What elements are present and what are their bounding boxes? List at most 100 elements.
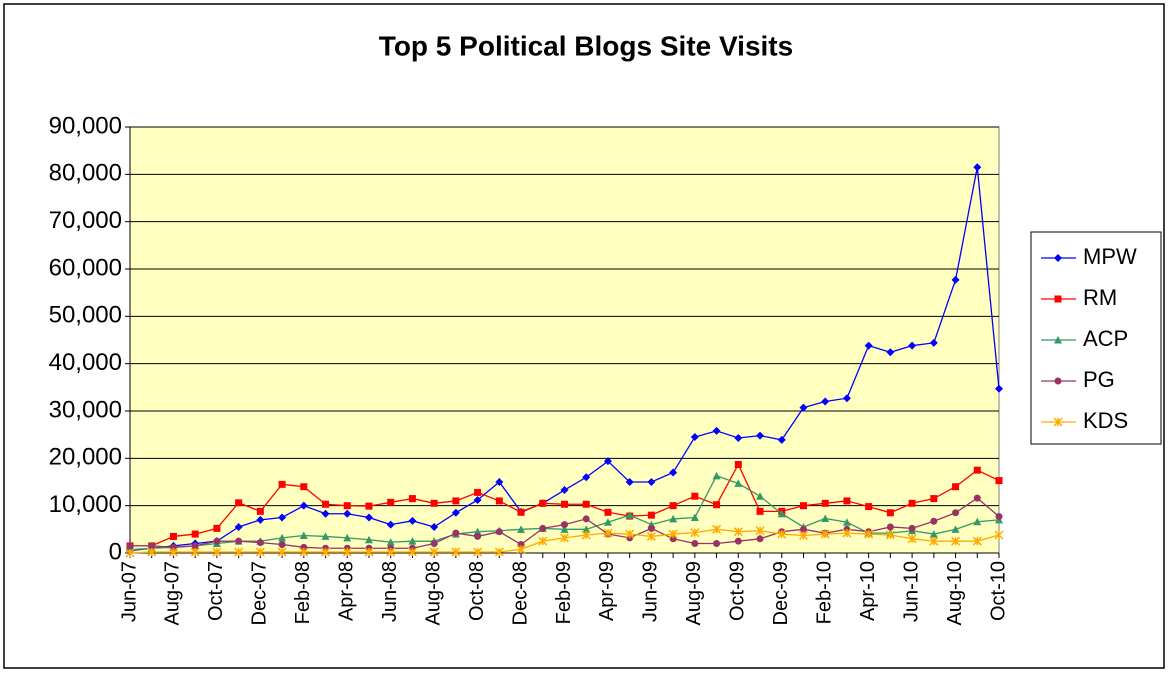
y-tick-label: 0 bbox=[109, 538, 122, 565]
point bbox=[713, 501, 721, 509]
point bbox=[973, 163, 982, 172]
point bbox=[799, 525, 807, 533]
point bbox=[647, 478, 656, 486]
point bbox=[734, 479, 743, 487]
point bbox=[603, 528, 613, 538]
point bbox=[539, 524, 547, 532]
point bbox=[343, 502, 351, 510]
point bbox=[973, 494, 981, 502]
point bbox=[713, 540, 721, 548]
point bbox=[907, 534, 917, 544]
point bbox=[300, 543, 308, 551]
point bbox=[365, 502, 373, 510]
x-tick-label: Aug-09 bbox=[683, 561, 705, 626]
point bbox=[712, 471, 721, 480]
point bbox=[582, 525, 591, 533]
point bbox=[452, 497, 460, 505]
point bbox=[364, 547, 374, 557]
point bbox=[756, 535, 764, 543]
point bbox=[517, 508, 525, 516]
x-tick-label: Feb-08 bbox=[292, 561, 314, 624]
point bbox=[625, 529, 635, 539]
point bbox=[278, 533, 287, 542]
point bbox=[952, 509, 960, 517]
point bbox=[777, 509, 786, 518]
point bbox=[408, 537, 417, 545]
point bbox=[191, 542, 199, 550]
point bbox=[994, 530, 1004, 540]
point bbox=[930, 495, 938, 503]
point bbox=[669, 468, 678, 477]
chart-title: Top 5 Political Blogs Site Visits bbox=[379, 30, 793, 61]
point bbox=[647, 524, 655, 532]
point bbox=[799, 502, 807, 510]
point bbox=[972, 536, 982, 546]
point bbox=[452, 529, 460, 537]
point bbox=[299, 501, 308, 510]
point bbox=[842, 528, 852, 538]
point bbox=[973, 517, 982, 526]
point bbox=[886, 348, 895, 357]
point bbox=[908, 499, 916, 507]
point bbox=[647, 511, 655, 519]
point bbox=[517, 525, 526, 533]
point bbox=[734, 460, 742, 468]
point bbox=[169, 532, 177, 540]
point bbox=[712, 426, 721, 435]
point bbox=[756, 431, 765, 440]
point bbox=[169, 543, 177, 551]
x-tick-label: Jun-07 bbox=[118, 561, 140, 622]
legend-marker bbox=[1054, 336, 1062, 344]
point bbox=[278, 480, 286, 488]
point bbox=[430, 540, 438, 548]
point bbox=[842, 518, 851, 526]
point bbox=[451, 508, 460, 517]
point bbox=[125, 548, 135, 558]
point bbox=[213, 524, 221, 532]
point bbox=[669, 514, 678, 523]
point bbox=[559, 533, 570, 543]
point bbox=[495, 497, 503, 505]
legend-label: ACP bbox=[1083, 326, 1128, 351]
point bbox=[473, 547, 483, 557]
point bbox=[234, 522, 243, 531]
point bbox=[560, 525, 569, 533]
point bbox=[190, 547, 200, 557]
point bbox=[235, 537, 243, 545]
y-tick-label: 80,000 bbox=[49, 160, 122, 187]
point bbox=[320, 547, 331, 557]
point bbox=[821, 397, 830, 406]
point bbox=[821, 514, 830, 522]
point bbox=[625, 511, 634, 519]
point bbox=[299, 531, 308, 539]
point bbox=[408, 495, 416, 503]
point bbox=[820, 529, 830, 539]
point bbox=[386, 547, 396, 557]
x-tick-label: Oct-10 bbox=[987, 561, 1009, 621]
x-tick-label: Feb-10 bbox=[813, 561, 835, 624]
point bbox=[495, 478, 504, 486]
point bbox=[798, 530, 809, 541]
point bbox=[235, 499, 243, 507]
point bbox=[669, 535, 677, 543]
y-tick-label: 90,000 bbox=[49, 112, 122, 139]
point bbox=[278, 513, 287, 522]
point bbox=[494, 547, 504, 557]
plot-area bbox=[129, 126, 1000, 554]
x-tick-label: Aug-10 bbox=[944, 561, 966, 626]
point bbox=[691, 492, 699, 500]
point bbox=[516, 544, 526, 554]
point bbox=[343, 533, 352, 542]
point bbox=[995, 384, 1003, 393]
point bbox=[256, 515, 265, 524]
point bbox=[929, 338, 938, 347]
point bbox=[646, 531, 656, 541]
x-tick-label: Dec-09 bbox=[770, 561, 792, 625]
legend-label: PG bbox=[1083, 367, 1115, 392]
point bbox=[255, 547, 265, 557]
point bbox=[668, 529, 678, 539]
point bbox=[864, 529, 874, 539]
point bbox=[755, 526, 765, 536]
point bbox=[733, 527, 743, 537]
point bbox=[430, 522, 439, 531]
